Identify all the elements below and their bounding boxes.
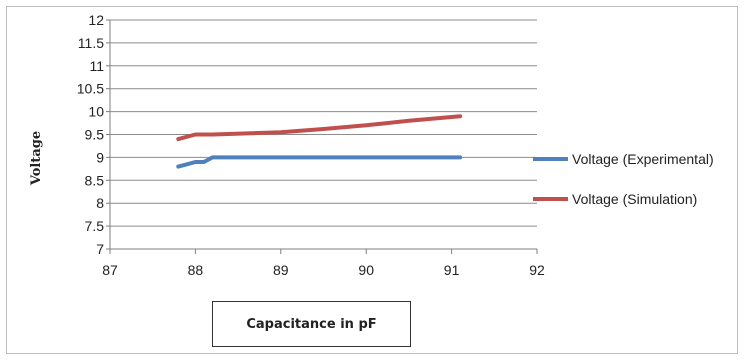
x-tick-labels: 87 88 89 90 91 92 <box>102 262 545 278</box>
y-tick-label: 9 <box>96 149 104 165</box>
x-tick-label: 88 <box>188 262 204 278</box>
x-tick-label: 87 <box>102 262 118 278</box>
y-tick-label: 11 <box>89 58 104 74</box>
y-tick-label: 9.5 <box>85 127 105 143</box>
y-tick-label: 10 <box>88 104 104 120</box>
x-axis-label: Capacitance in pF <box>246 316 377 332</box>
y-tick-label: 7 <box>96 241 104 257</box>
x-tick-label: 89 <box>273 262 289 278</box>
y-tick-label: 11.5 <box>78 35 104 51</box>
y-tick-label: 7.5 <box>85 218 105 234</box>
legend-entry: Voltage (Experimental) <box>572 151 714 167</box>
legend: Voltage (Experimental) Voltage (Simulatio… <box>533 151 714 207</box>
axes <box>106 19 538 254</box>
y-tick-label: 8.5 <box>85 172 105 188</box>
x-axis-label-box: Capacitance in pF <box>212 301 411 347</box>
x-tick-label: 91 <box>444 262 460 278</box>
y-axis-label: Voltage <box>29 131 44 186</box>
legend-entry: Voltage (Simulation) <box>572 191 697 207</box>
gridlines <box>110 19 537 227</box>
y-tick-label: 8 <box>96 195 104 211</box>
y-tick-label: 10.5 <box>77 81 104 97</box>
y-tick-label: 12 <box>88 12 104 28</box>
x-tick-label: 90 <box>358 262 374 278</box>
y-tick-labels: 7 7.5 8 8.5 9 9.5 10 10.5 11 11.5 12 <box>77 12 104 257</box>
x-tick-label: 92 <box>529 262 545 278</box>
series-line-experimental <box>176 155 463 169</box>
series-lines <box>176 114 463 169</box>
series-line-simulation <box>176 114 463 142</box>
